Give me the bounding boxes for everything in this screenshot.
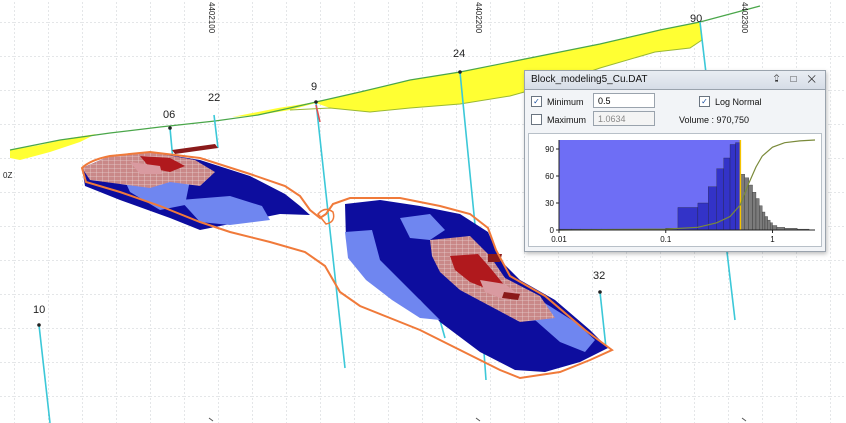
maximum-checkbox[interactable] [531,114,542,125]
x-tick-label: 0.01 [551,235,567,244]
drillhole-label: 32 [593,270,605,282]
topo-base-line [289,39,703,113]
drillhole-label: 24 [453,48,465,60]
ore-body-right [345,200,608,372]
restore-icon[interactable]: □ [790,74,801,85]
volume-text: Volume : 970,750 [679,115,750,125]
maximum-label: Maximum [547,114,587,125]
drillhole-label: 90 [690,13,702,25]
topography-line [9,5,761,151]
drillhole-9 [315,101,346,369]
log-normal-checkbox[interactable]: ✓ [699,96,710,107]
minimum-checkbox[interactable]: ✓ [531,96,542,107]
histogram-bar [748,184,753,231]
y-tick-label: 90 [545,145,554,154]
histogram-bar [759,205,763,231]
y-tick-label: 60 [545,172,554,181]
northing-label: 4402300 [740,2,749,34]
histogram-bar [772,225,778,231]
drillhole-label: 06 [163,109,175,121]
drillhole-24 [459,71,477,236]
northing-label: 4402200 [474,2,483,34]
x-tick-label: 0.1 [660,235,672,244]
histogram-bar [677,207,699,231]
drillhole-32 [599,291,607,349]
minimum-input[interactable]: 0.5 [593,93,655,108]
histogram-bar [755,198,760,231]
cumulative-curve [558,139,816,231]
y-tick-label: 30 [545,199,554,208]
histogram-bar [752,192,757,231]
log-normal-label: Log Normal [715,96,762,107]
histogram-bar [762,211,766,231]
overburden-fill-left [10,134,96,160]
histogram-bar [769,222,773,231]
histogram-bar [729,144,736,231]
ore-envelope-outline [80,150,614,380]
northing-label: 4402100 [207,2,216,34]
ore-body-left [82,152,310,230]
panel-title: Block_modeling5_Cu.DAT [531,74,648,85]
drillhole-10 [38,324,51,423]
pin-icon[interactable]: ⮸ [773,74,784,85]
y-tick-label: 0 [550,226,555,235]
histogram-bar [764,216,768,231]
minimum-label: Minimum [547,96,584,107]
histogram-bar [767,219,771,231]
mudbrick-marker [172,144,218,154]
x-tick-label: 1 [770,235,775,244]
drillhole-22 [213,114,219,149]
maximum-input[interactable]: 1.0634 [593,111,655,126]
histogram-panel[interactable]: Block_modeling5_Cu.DAT ⮸ □ ✕ ✓ Minimum 0… [524,70,826,252]
panel-title-bar[interactable]: Block_modeling5_Cu.DAT ⮸ □ ✕ [525,71,825,90]
side-label: 0Z [3,171,12,180]
drillhole-label: 9 [311,81,317,93]
drillhole-label: 22 [208,92,220,104]
close-icon[interactable]: ✕ [807,74,820,85]
drillhole-label: 10 [33,304,45,316]
histogram-chart[interactable]: 0 30 60 90 0.01 0.1 1 [528,133,822,247]
